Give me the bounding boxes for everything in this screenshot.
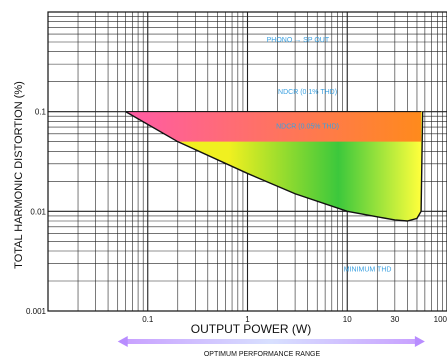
y-tick-labels: 0.1 0.01 0.001	[26, 108, 47, 316]
band-ndcr-01	[125, 111, 422, 142]
optimum-range-label: OPTIMUM PERFORMANCE RANGE	[204, 351, 321, 358]
minimum-thd-curve	[125, 111, 424, 222]
plot-border	[47, 11, 447, 312]
y-tick-label: 0.1	[35, 108, 47, 117]
annotations: PHONO → SP OUT NDCR (0.1% THD) NDCR (0.05%…	[267, 37, 392, 273]
y-axis-label: TOTAL HARMONIC DISTORTION (%)	[13, 81, 25, 269]
annotation-label: NDCR (0.1% THD)	[278, 89, 337, 96]
x-tick-label: 1	[245, 315, 250, 324]
x-tick-label: 10	[343, 315, 352, 324]
y-tick-label: 0.001	[26, 307, 47, 316]
x-tick-labels: 0.1 1 10 30 100	[142, 315, 447, 324]
x-tick-label: 30	[390, 315, 399, 324]
optimum-range-arrow	[117, 336, 425, 347]
y-tick-label: 0.01	[30, 207, 46, 216]
x-axis-label: OUTPUT POWER (W)	[191, 322, 311, 336]
annotation-label: MINIMUM THD	[344, 266, 392, 273]
annotation-label: PHONO → SP OUT	[267, 37, 330, 44]
x-tick-label: 100	[434, 315, 447, 324]
annotation-label: NDCR (0.05% THD)	[276, 123, 339, 130]
x-tick-label: 0.1	[142, 315, 154, 324]
